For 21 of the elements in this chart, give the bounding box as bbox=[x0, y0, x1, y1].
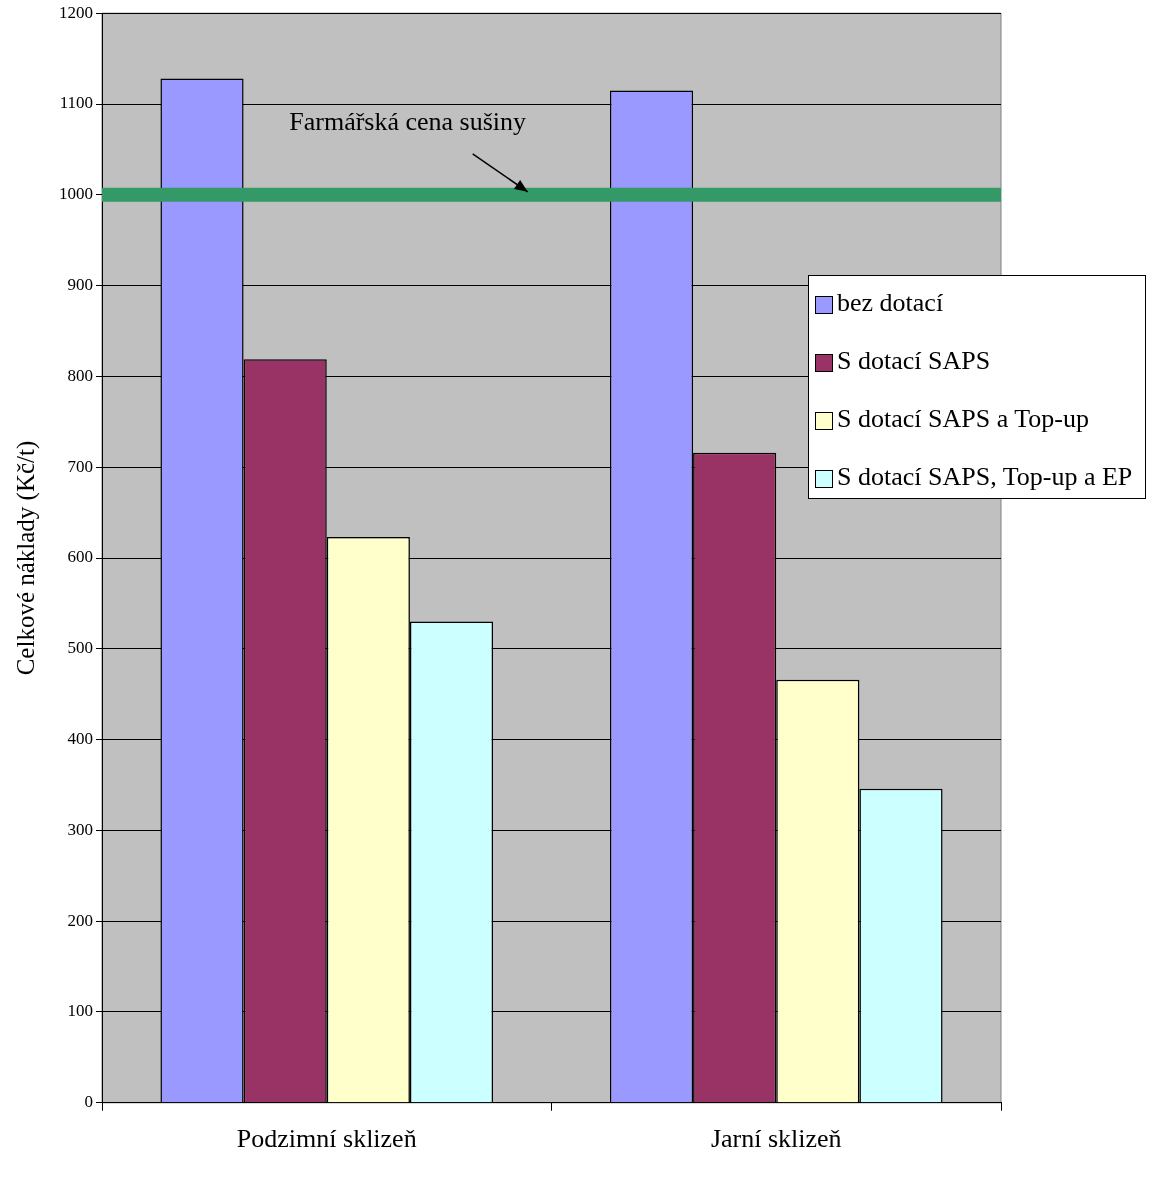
y-tick-label: 400 bbox=[67, 729, 93, 749]
y-tick-label: 1100 bbox=[59, 93, 93, 113]
x-tick-label: Podzimní sklizeň bbox=[236, 1124, 417, 1154]
y-tick-label: 500 bbox=[67, 638, 93, 658]
y-axis-title: Celkové náklady (Kč/t) bbox=[11, 440, 40, 676]
legend-label: S dotací SAPS bbox=[837, 346, 991, 376]
y-tick-label: 800 bbox=[67, 365, 93, 385]
y-tick-label: 700 bbox=[67, 456, 93, 476]
y-tick-label: 300 bbox=[67, 819, 93, 839]
y-tick-label: 600 bbox=[67, 547, 93, 567]
y-tick-label: 0 bbox=[84, 1092, 93, 1112]
y-tick-label: 100 bbox=[67, 1001, 93, 1021]
legend-label: bez dotací bbox=[837, 288, 944, 318]
ref-line-label: Farmářská cena sušiny bbox=[289, 106, 527, 136]
y-tick-label: 1000 bbox=[59, 184, 93, 204]
legend-label: S dotací SAPS a Top-up bbox=[837, 404, 1089, 434]
y-tick-label: 1200 bbox=[59, 2, 93, 22]
y-tick-label: 200 bbox=[67, 910, 93, 930]
y-tick-label: 900 bbox=[67, 275, 93, 295]
legend-label: S dotací SAPS, Top-up a EP bbox=[837, 462, 1133, 492]
x-tick-label: Jarní sklizeň bbox=[710, 1124, 842, 1154]
